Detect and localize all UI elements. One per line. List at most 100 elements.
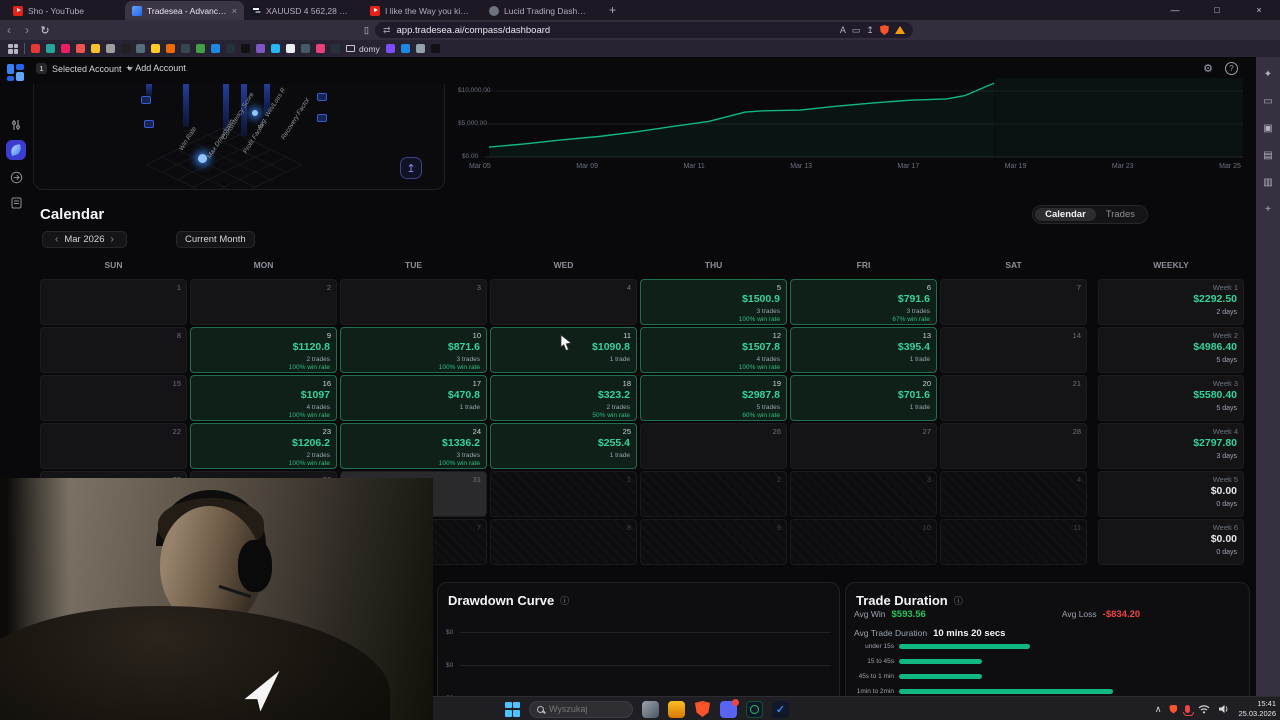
export-chart-button[interactable]: ↥ — [400, 157, 422, 179]
side-rail-icon[interactable]: ▭ — [1263, 96, 1273, 107]
bookmark-favicon[interactable] — [415, 44, 425, 53]
calendar-day-cell[interactable]: 2 — [640, 471, 787, 517]
start-button[interactable] — [505, 701, 520, 717]
calendar-day-cell[interactable]: 6 $791.6 3 trades 67% win rate — [790, 279, 937, 325]
device-icon[interactable]: ▭ — [851, 24, 861, 35]
bookmark-favicon[interactable] — [241, 44, 250, 53]
calendar-day-cell[interactable]: 20 $701.6 1 trade — [790, 375, 937, 421]
weekly-summary-cell[interactable]: Week 5 $0.00 0 days — [1098, 471, 1244, 517]
bookmark-favicon[interactable] — [196, 44, 205, 53]
selected-account-dropdown[interactable]: 1 Selected Account — [36, 63, 133, 74]
help-icon[interactable]: ? — [1225, 62, 1238, 75]
calendar-day-cell[interactable]: 9 $1120.8 2 trades 100% win rate — [190, 327, 337, 373]
bookmark-favicon[interactable] — [226, 44, 235, 53]
calendar-day-cell[interactable]: 4 — [490, 279, 637, 325]
calendar-day-cell[interactable]: 13 $395.4 1 trade — [790, 327, 937, 373]
calendar-day-cell[interactable]: 7 — [940, 279, 1087, 325]
new-tab-button[interactable]: + — [609, 3, 617, 17]
apps-grid-icon[interactable] — [8, 43, 18, 54]
next-month-button[interactable]: › — [110, 234, 114, 245]
bookmark-icon[interactable]: ▯ — [364, 24, 369, 35]
search-input[interactable] — [549, 704, 619, 714]
bookmark-favicon[interactable] — [301, 44, 310, 53]
toggle-trades[interactable]: Trades — [1105, 209, 1135, 220]
back-button[interactable]: ‹ — [7, 23, 11, 37]
bookmark-favicon[interactable] — [166, 44, 175, 53]
bookmark-favicon[interactable] — [271, 44, 280, 53]
bookmark-favicon[interactable] — [136, 44, 145, 53]
task-view-icon[interactable] — [642, 700, 659, 718]
bookmark-favicon[interactable] — [31, 44, 40, 53]
music-app-icon[interactable] — [746, 700, 763, 718]
toggle-calendar[interactable]: Calendar — [1035, 208, 1096, 221]
calendar-day-cell[interactable]: 11 — [940, 519, 1087, 565]
maximize-button[interactable]: □ — [1214, 5, 1220, 15]
journal-icon[interactable] — [6, 193, 26, 213]
browser-tab[interactable]: Sho - YouTube — [6, 1, 125, 20]
calendar-day-cell[interactable]: 15 — [40, 375, 187, 421]
filters-icon[interactable] — [6, 115, 26, 135]
side-rail-icon[interactable]: ▤ — [1263, 150, 1273, 161]
weekly-summary-cell[interactable]: Week 3 $5580.40 5 days — [1098, 375, 1244, 421]
calendar-day-cell[interactable]: 11 $1090.8 1 trade — [490, 327, 637, 373]
discord-icon[interactable] — [720, 698, 739, 718]
calendar-day-cell[interactable]: 21 — [940, 375, 1087, 421]
share-icon[interactable]: ↥ — [866, 24, 874, 35]
reload-button[interactable]: ↻ — [40, 24, 50, 37]
calendar-day-cell[interactable]: 1 — [490, 471, 637, 517]
side-rail-icon[interactable]: + — [1265, 204, 1271, 215]
bookmark-favicon[interactable] — [76, 44, 85, 53]
calendar-day-cell[interactable]: 8 — [40, 327, 187, 373]
taskbar-search[interactable] — [529, 700, 633, 718]
settings-gear-icon[interactable]: ⚙ — [1203, 63, 1213, 75]
calendar-day-cell[interactable]: 27 — [790, 423, 937, 469]
bookmark-favicon[interactable] — [211, 44, 220, 53]
bookmark-favicon[interactable] — [430, 44, 440, 53]
bookmark-favicon[interactable] — [385, 44, 395, 53]
calendar-day-cell[interactable]: 10 — [790, 519, 937, 565]
bookmark-favicon[interactable] — [331, 44, 340, 53]
calendar-day-cell[interactable]: 3 — [340, 279, 487, 325]
bookmark-favicon[interactable] — [286, 44, 295, 53]
tray-brave-icon[interactable] — [1169, 704, 1178, 714]
info-icon[interactable]: ⓘ — [560, 596, 570, 606]
bookmark-favicon[interactable] — [181, 44, 190, 53]
bookmark-favicon[interactable] — [400, 44, 410, 53]
browser-tab[interactable]: I like the Way you kiss me Hardstyle — [363, 1, 482, 20]
site-info-icon[interactable]: ⇄ — [382, 24, 391, 35]
close-button[interactable]: × — [1256, 5, 1262, 15]
taskbar-clock[interactable]: 15:41 25.03.2026 — [1238, 699, 1276, 719]
calendar-day-cell[interactable]: 2 — [190, 279, 337, 325]
calendar-day-cell[interactable]: 3 — [790, 471, 937, 517]
bookmark-favicon[interactable] — [316, 44, 325, 53]
current-month-button[interactable]: Current Month — [176, 231, 255, 248]
calendar-day-cell[interactable]: 12 $1507.8 4 trades 100% win rate — [640, 327, 787, 373]
calendar-day-cell[interactable]: 26 — [640, 423, 787, 469]
bookmark-favicon[interactable] — [256, 44, 265, 53]
compass-dashboard-icon[interactable] — [6, 140, 26, 160]
weekly-summary-cell[interactable]: Week 4 $2797.80 3 days — [1098, 423, 1244, 469]
prev-month-button[interactable]: ‹ — [55, 234, 59, 245]
calendar-day-cell[interactable]: 10 $871.6 3 trades 100% win rate — [340, 327, 487, 373]
calendar-day-cell[interactable]: 19 $2987.8 5 trades 60% win rate — [640, 375, 787, 421]
weekly-summary-cell[interactable]: Week 2 $4986.40 5 days — [1098, 327, 1244, 373]
translate-icon[interactable]: A — [839, 25, 846, 35]
warning-icon[interactable] — [894, 26, 905, 34]
wifi-icon[interactable] — [1198, 704, 1210, 714]
microphone-icon[interactable] — [1183, 705, 1195, 716]
bookmark-favicon[interactable] — [91, 44, 100, 53]
bookmark-favicon[interactable] — [121, 44, 130, 53]
calendar-day-cell[interactable]: 8 — [490, 519, 637, 565]
side-rail-icon[interactable]: ▥ — [1263, 177, 1273, 188]
calendar-day-cell[interactable]: 28 — [940, 423, 1087, 469]
tray-expand-icon[interactable]: ∧ — [1154, 703, 1162, 714]
calendar-day-cell[interactable]: 14 — [940, 327, 1087, 373]
address-bar[interactable]: ⇄ app.tradesea.ai/compass/dashboard A ▭ … — [374, 22, 913, 38]
calendar-day-cell[interactable]: 25 $255.4 1 trade — [490, 423, 637, 469]
file-explorer-icon[interactable] — [668, 700, 685, 718]
browser-tab[interactable]: Lucid Trading Dashboard — [482, 1, 601, 20]
brave-browser-icon[interactable] — [694, 701, 711, 720]
url-text[interactable]: app.tradesea.ai/compass/dashboard — [396, 24, 551, 36]
volume-icon[interactable] — [1218, 704, 1230, 714]
calendar-day-cell[interactable]: 5 $1500.9 3 trades 100% win rate — [640, 279, 787, 325]
